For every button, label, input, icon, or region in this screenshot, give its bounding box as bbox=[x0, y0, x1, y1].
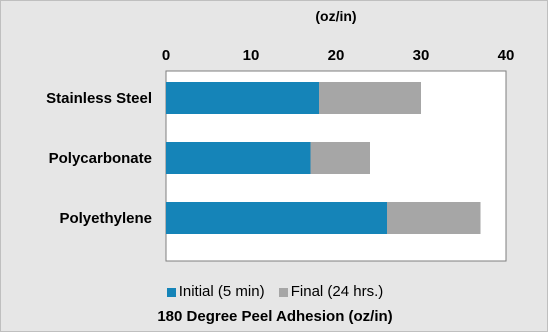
bar-final bbox=[319, 82, 421, 114]
category-labels: Stainless Steel Polycarbonate Polyethylene bbox=[46, 90, 152, 227]
x-tick-label: 40 bbox=[498, 47, 515, 64]
bar-initial bbox=[166, 82, 319, 114]
bar-initial bbox=[166, 202, 387, 234]
axis-unit-label: (oz/in) bbox=[315, 8, 356, 24]
legend-label-final: Final (24 hrs.) bbox=[290, 283, 384, 300]
category-label: Stainless Steel bbox=[46, 90, 152, 107]
legend-swatch-final bbox=[278, 287, 288, 297]
x-axis-ticks: 0 10 20 30 40 bbox=[162, 47, 515, 64]
category-label: Polycarbonate bbox=[49, 150, 152, 167]
chart-title: 180 Degree Peel Adhesion (oz/in) bbox=[157, 308, 393, 325]
x-tick-label: 20 bbox=[328, 47, 345, 64]
x-tick-label: 10 bbox=[243, 47, 260, 64]
bar-initial bbox=[166, 142, 311, 174]
bar-final bbox=[387, 202, 481, 234]
category-label: Polyethylene bbox=[59, 210, 152, 227]
x-tick-label: 30 bbox=[413, 47, 430, 64]
legend-entry-initial: Initial (5 min) bbox=[166, 283, 265, 301]
bar-final bbox=[310, 142, 370, 174]
x-tick-label: 0 bbox=[162, 47, 170, 64]
legend: Initial (5 min) Final (24 hrs.) bbox=[1, 283, 548, 302]
legend-label-initial: Initial (5 min) bbox=[178, 283, 265, 300]
bars bbox=[166, 82, 481, 234]
legend-swatch-initial bbox=[166, 287, 176, 297]
legend-entry-final: Final (24 hrs.) bbox=[278, 283, 384, 301]
